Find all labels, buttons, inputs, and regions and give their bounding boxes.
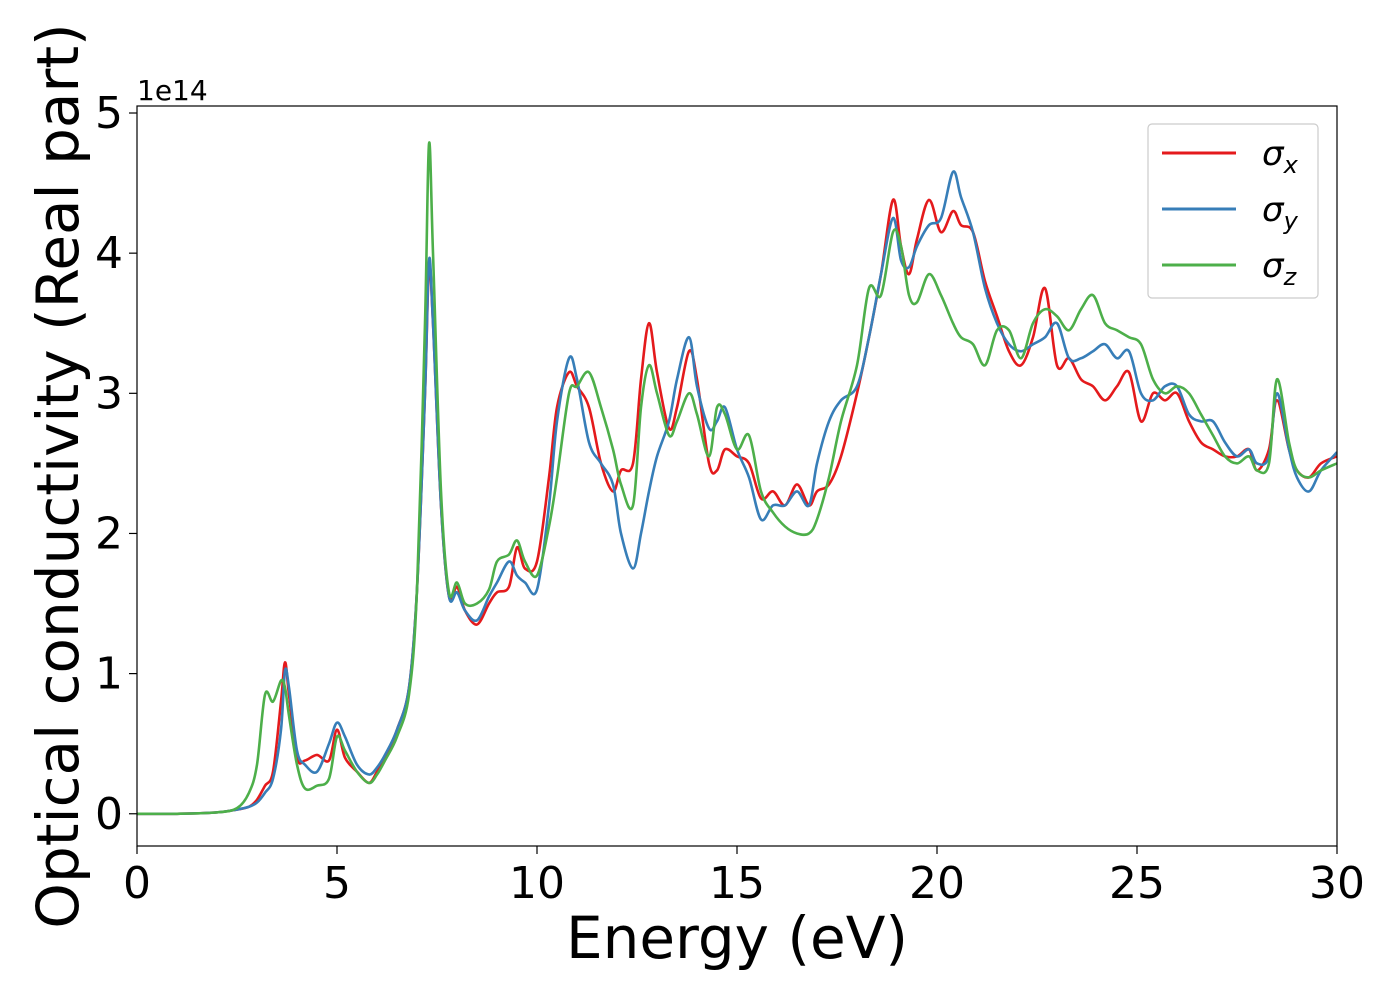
y-offset-label: 1e14 [137,74,208,107]
legend-label-x: σx [1262,134,1299,179]
x-axis-label: Energy (eV) [566,904,908,972]
y-axis-label: Optical conductivity (Real part) [24,23,92,928]
ticks-layer: 0 5 10 15 20 25 30 0 1 2 3 4 5 [95,88,1365,909]
legend-box [1147,123,1319,299]
x-tick-label: 0 [123,858,151,909]
y-tick-label: 1 [95,649,123,700]
x-tick-label: 5 [323,858,351,909]
series-layer [137,141,1337,816]
y-tick-label: 4 [95,228,123,279]
x-tick-label: 15 [709,858,765,909]
y-tick-label: 5 [95,88,123,139]
legend-label-z: σz [1262,246,1298,291]
y-tick-label: 3 [95,368,123,419]
legend: σx σy σz [1147,123,1319,299]
y-tick-label: 2 [95,508,123,559]
legend-label-y: σy [1262,190,1299,235]
series-line-z [137,141,1337,816]
x-tick-label: 30 [1309,858,1365,909]
x-tick-label: 25 [1109,858,1165,909]
series-line-y [137,170,1337,816]
x-tick-label: 10 [509,858,565,909]
y-tick-label: 0 [95,789,123,840]
x-tick-label: 20 [909,858,965,909]
